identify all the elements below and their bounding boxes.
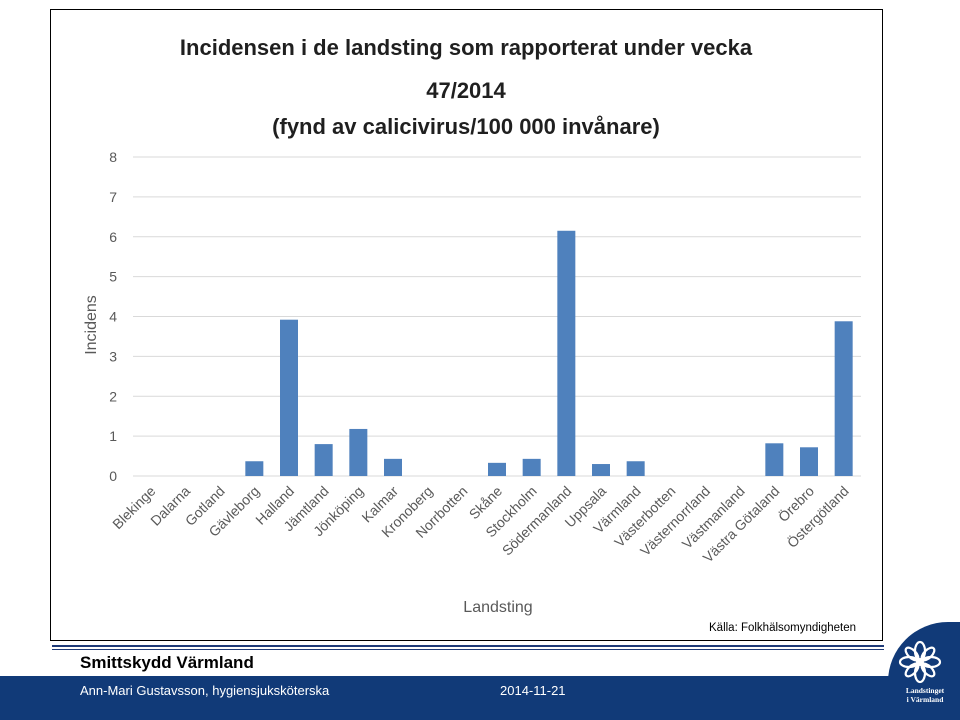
bar: [384, 458, 402, 476]
bars: [245, 230, 853, 476]
bar: [800, 447, 818, 476]
x-tick-labels: BlekingeDalarnaGotlandGävleborgHallandJä…: [109, 482, 852, 566]
logo-text-line2: i Värmland: [906, 695, 944, 704]
chart-title: Incidensen i de landsting som rapportera…: [180, 35, 753, 139]
bar: [765, 443, 784, 476]
footer-bar: [0, 676, 960, 720]
y-tick-label: 7: [109, 189, 117, 205]
flower-logo-icon: [898, 640, 942, 684]
source-note: Källa: Folkhälsomyndigheten: [709, 622, 857, 634]
y-tick-label: 4: [109, 309, 117, 325]
bar: [314, 444, 333, 476]
x-axis-label: Landsting: [463, 599, 532, 616]
bar: [592, 464, 610, 476]
logo-text-line1: Landstinget: [905, 686, 945, 695]
y-tick-label: 1: [109, 428, 117, 444]
bar: [626, 461, 645, 476]
chart-svg: Incidensen i de landsting som rapportera…: [83, 35, 861, 616]
chart-title-line: 47/2014: [426, 78, 506, 103]
bar: [834, 321, 853, 476]
y-tick-label: 2: [109, 388, 117, 404]
y-tick-label: 3: [109, 348, 117, 364]
footer-rule: [52, 645, 884, 647]
y-tick-label: 6: [109, 229, 117, 245]
footer-date: 2014-11-21: [500, 683, 566, 698]
x-tick-label: Blekinge: [109, 483, 158, 532]
y-tick-label: 0: [109, 468, 117, 484]
organization-name: Smittskydd Värmland: [80, 653, 254, 672]
footer-author: Ann-Mari Gustavsson, hygiensjuksköterska: [80, 683, 330, 698]
y-tick-label: 8: [109, 149, 117, 165]
y-tick-label: 5: [109, 269, 117, 285]
footer-rule-thin: [52, 649, 884, 650]
bar: [280, 319, 298, 476]
y-axis-label: Incidens: [83, 295, 100, 355]
bar: [557, 230, 576, 476]
gridlines: [133, 156, 861, 477]
y-tick-labels: 0 1 2 3 4 5 6 7 8: [109, 149, 117, 484]
chart-title-line: Incidensen i de landsting som rapportera…: [180, 35, 753, 60]
bar: [245, 461, 264, 476]
bar: [349, 428, 368, 476]
bar: [488, 462, 506, 476]
chart-title-line: (fynd av calicivirus/100 000 invånare): [272, 114, 660, 139]
chart-frame: Incidensen i de landsting som rapportera…: [50, 9, 883, 641]
bar: [522, 458, 541, 476]
